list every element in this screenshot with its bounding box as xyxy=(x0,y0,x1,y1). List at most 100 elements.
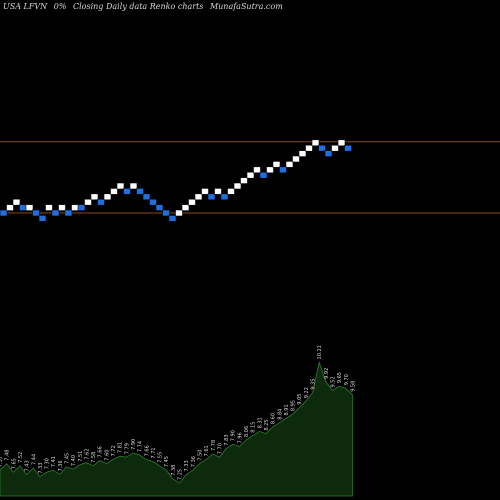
renko-brick-up xyxy=(116,182,125,190)
volume-label: 9.58 xyxy=(350,381,356,392)
renko-brick-up xyxy=(6,204,14,211)
renko-brick-up xyxy=(129,182,138,190)
renko-brick-down xyxy=(324,150,333,157)
renko-brick-down xyxy=(136,188,144,195)
volume-label: 7.33 xyxy=(184,460,190,471)
volume-label: 7.90 xyxy=(231,430,237,441)
volume-label: 10.21 xyxy=(317,345,323,359)
volume-label: 7.71 xyxy=(151,447,157,458)
volume-label: 7.48 xyxy=(5,450,11,461)
volume-label: 8.60 xyxy=(271,413,277,424)
renko-brick-down xyxy=(0,209,8,217)
volume-area xyxy=(0,361,353,497)
volume-label: 7.62 xyxy=(84,448,90,459)
volume-label: 7.33 xyxy=(38,462,44,473)
symbol-label: USA LFVN xyxy=(3,2,48,11)
volume-label: 7.61 xyxy=(204,445,210,456)
volume-label: 7.41 xyxy=(51,456,57,467)
renko-brick-up xyxy=(337,139,346,147)
volume-label: 7.51 xyxy=(78,451,84,462)
renko-bricks xyxy=(0,139,352,222)
volume-label: 7.38 xyxy=(171,465,177,476)
renko-brick-up xyxy=(272,161,281,168)
volume-label: 7.36 xyxy=(58,460,64,471)
volume-label: 7.79 xyxy=(124,443,130,454)
volume-label: 7.81 xyxy=(118,442,124,453)
renko-brick-down xyxy=(155,204,164,211)
volume-label: 7.45 xyxy=(65,453,71,464)
renko-brick-up xyxy=(90,193,99,201)
change-label: 0% xyxy=(53,2,67,11)
renko-brick-up xyxy=(181,204,190,211)
renko-brick-up xyxy=(103,193,112,201)
renko-brick-up xyxy=(188,198,196,206)
volume-label: 7.90 xyxy=(131,439,137,450)
volume-label: 9.65 xyxy=(337,372,343,383)
volume-label: 7.57 xyxy=(0,456,4,467)
volume-label: 7.36 xyxy=(191,456,197,467)
renko-brick-up xyxy=(194,193,203,201)
volume-label: 8.15 xyxy=(251,422,257,433)
renko-brick-down xyxy=(97,198,105,206)
volume-label: 7.45 xyxy=(164,456,170,467)
volume-label: 7.25 xyxy=(178,469,184,480)
volume-label: 7.43 xyxy=(25,460,31,471)
renko-brick-up xyxy=(201,188,209,195)
chart-desc-label: Closing Daily data Renko charts xyxy=(72,2,204,11)
renko-brick-down xyxy=(64,209,73,217)
volume-label: 7.66 xyxy=(98,446,104,457)
renko-brick-up xyxy=(285,161,294,168)
chart-header: USA LFVN 0% Closing Daily data Renko cha… xyxy=(3,2,287,11)
volume-label: 9.05 xyxy=(297,394,303,405)
renko-brick-up xyxy=(266,166,274,174)
renko-brick-up xyxy=(214,188,222,195)
volume-label: 9.22 xyxy=(304,387,310,398)
volume-label: 7.83 xyxy=(224,434,230,445)
renko-brick-down xyxy=(279,166,287,174)
volume-label: 8.84 xyxy=(277,409,283,420)
volume-label: 7.44 xyxy=(31,454,37,465)
volume-label: 7.60 xyxy=(104,450,110,461)
volume-label: 7.58 xyxy=(91,452,97,463)
volume-label: 9.70 xyxy=(344,374,350,385)
renko-brick-up xyxy=(45,204,53,211)
renko-brick-down xyxy=(32,209,40,217)
volume-label: 7.72 xyxy=(111,445,117,456)
renko-brick-down xyxy=(162,209,170,217)
volume-label: 8.95 xyxy=(291,400,297,411)
renko-brick-down xyxy=(168,215,177,222)
volume-label: 7.40 xyxy=(71,455,77,466)
renko-brick-down xyxy=(142,193,151,201)
renko-brick-up xyxy=(12,198,21,206)
volume-label: 9.35 xyxy=(311,378,317,389)
volume-label: 7.30 xyxy=(45,458,51,469)
renko-brick-up xyxy=(25,204,34,211)
renko-brick-down xyxy=(318,144,326,152)
renko-brick-up xyxy=(110,188,118,195)
renko-brick-down xyxy=(51,209,60,217)
renko-brick-up xyxy=(58,204,66,211)
renko-brick-down xyxy=(344,144,352,152)
volume-label: 7.74 xyxy=(138,441,144,452)
volume-label: 7.65 xyxy=(11,458,17,469)
volume-label: 8.06 xyxy=(244,426,250,437)
renko-brick-up xyxy=(298,150,307,157)
renko-brick-up xyxy=(305,144,313,152)
volume-label: 7.78 xyxy=(211,440,217,451)
volume-label: 7.52 xyxy=(18,452,24,463)
volume-label: 8.25 xyxy=(264,419,270,430)
site-label: MunafaSutra.com xyxy=(209,2,283,11)
renko-brick-down xyxy=(207,193,216,201)
renko-brick-up xyxy=(233,182,242,190)
renko-brick-down xyxy=(149,198,157,206)
renko-brick-up xyxy=(253,166,261,174)
renko-brick-down xyxy=(123,188,131,195)
renko-brick-down xyxy=(38,215,47,222)
resistance-lines xyxy=(0,141,500,214)
volume-label: 8.31 xyxy=(257,417,263,428)
renko-brick-up xyxy=(331,144,339,152)
renko-brick-up xyxy=(292,155,300,163)
renko-brick-down xyxy=(77,204,86,211)
renko-brick-down xyxy=(259,171,268,179)
volume-labels: 7.577.487.657.527.437.447.33 7.30 7.41 7.36… xyxy=(0,345,356,480)
